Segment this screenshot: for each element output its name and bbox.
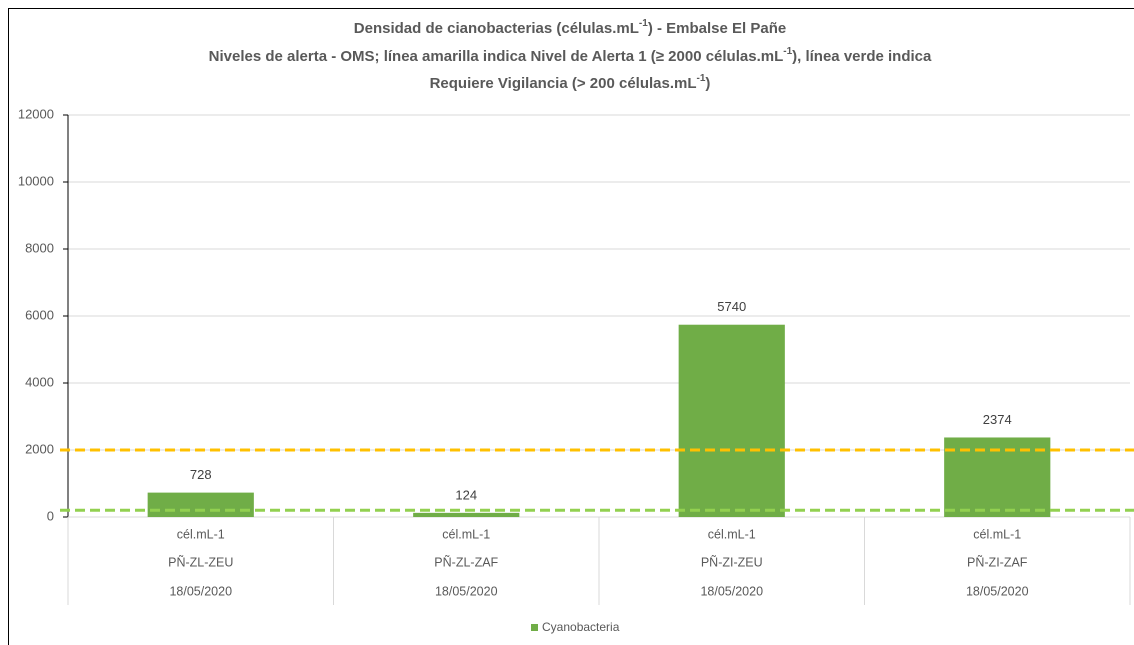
bar: [147, 492, 254, 517]
y-tick-label: 12000: [18, 106, 54, 121]
chart-title: Densidad de cianobacterias (células.mL-1…: [354, 18, 786, 37]
title-text: ) - Embalse El Pañe: [648, 20, 786, 37]
x-tick-label: PÑ-ZI-ZEU: [701, 555, 763, 569]
x-tick-label: cél.mL-1: [973, 527, 1021, 541]
y-tick-label: 8000: [25, 240, 54, 255]
title-text: ): [705, 75, 710, 92]
x-tick-label: 18/05/2020: [435, 584, 498, 598]
x-tick-label: 18/05/2020: [966, 584, 1029, 598]
x-tick-label: cél.mL-1: [708, 527, 756, 541]
x-tick-label: PÑ-ZI-ZAF: [967, 555, 1028, 569]
y-tick-label: 4000: [25, 374, 54, 389]
y-tick-label: 2000: [25, 441, 54, 456]
x-tick-label: 18/05/2020: [169, 584, 232, 598]
y-tick-label: 6000: [25, 307, 54, 322]
chart-title: Requiere Vigilancia (> 200 células.mL-1): [430, 73, 711, 92]
x-tick-label: PÑ-ZL-ZEU: [168, 555, 233, 569]
y-tick-label: 0: [47, 508, 54, 523]
x-tick-label: 18/05/2020: [700, 584, 763, 598]
data-label: 124: [455, 487, 477, 502]
legend-swatch: [531, 624, 538, 631]
data-label: 2374: [983, 412, 1012, 427]
x-tick-label: cél.mL-1: [177, 527, 225, 541]
title-superscript: -1: [783, 46, 792, 57]
data-label: 728: [190, 467, 212, 482]
title-superscript: -1: [639, 18, 648, 29]
x-tick-label: cél.mL-1: [442, 527, 490, 541]
title-text: Requiere Vigilancia (> 200 células.mL: [430, 75, 697, 92]
title-text: Niveles de alerta - OMS; línea amarilla …: [209, 48, 784, 65]
legend-label: Cyanobacteria: [542, 620, 620, 634]
data-label: 5740: [717, 299, 746, 314]
x-tick-label: PÑ-ZL-ZAF: [434, 555, 498, 569]
chart-title: Niveles de alerta - OMS; línea amarilla …: [209, 46, 932, 65]
y-tick-label: 10000: [18, 173, 54, 188]
title-superscript: -1: [697, 73, 706, 84]
title-text: Densidad de cianobacterias (células.mL: [354, 20, 639, 37]
bar: [678, 324, 785, 517]
title-text: ), línea verde indica: [792, 48, 932, 65]
bar: [413, 512, 520, 517]
